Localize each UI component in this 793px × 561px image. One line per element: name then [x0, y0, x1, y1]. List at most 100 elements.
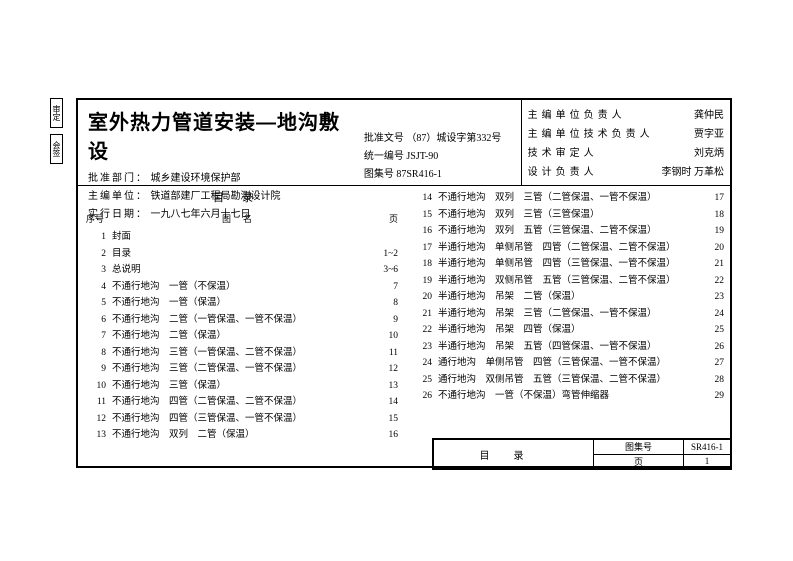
- toc-col-page: 页: [374, 211, 398, 228]
- toc-row-page: 14: [374, 394, 398, 411]
- unified-number: 统一编号 JSJT-90: [364, 148, 517, 166]
- toc-row-title: 不通行地沟 一管（不保温）弯管伸缩器: [438, 388, 700, 405]
- approval-dept-value: 城乡建设环境保护部: [151, 173, 241, 184]
- toc-row: 14不通行地沟 双列 三管（二管保温、一管不保温）17: [412, 190, 724, 207]
- signer-role-3: 设计负责人: [528, 163, 598, 182]
- toc-row-seq: 20: [412, 289, 432, 306]
- toc-row-seq: 8: [86, 345, 106, 362]
- toc-row-title: 通行地沟 单侧吊管 四管（三管保温、一管不保温）: [438, 355, 700, 372]
- signer-row-1: 主编单位技术负责人 贾字亚: [528, 125, 724, 144]
- signer-row-2: 技术审定人 刘克炳: [528, 144, 724, 163]
- signer-row-3: 设计负责人 李钢时 万革松: [528, 163, 724, 182]
- toc-row-page: [374, 229, 398, 246]
- footer-page-value: 1: [684, 455, 730, 469]
- toc-row-page: 8: [374, 295, 398, 312]
- toc-body: 目录 序号 图名 页 1封面2目录1~23总说明3~64不通行地沟 一管（不保温…: [78, 186, 730, 438]
- toc-row: 22半通行地沟 吊架 四管（保温）25: [412, 322, 724, 339]
- toc-row-page: 12: [374, 361, 398, 378]
- toc-row-title: 不通行地沟 双列 三管（二管保温、一管不保温）: [438, 190, 700, 207]
- toc-row: 7不通行地沟 二管（保温）10: [86, 328, 398, 345]
- toc-row-page: 25: [700, 322, 724, 339]
- toc-row-page: 24: [700, 306, 724, 323]
- toc-row: 17半通行地沟 单侧吊管 四管（二管保温、二管不保温）20: [412, 240, 724, 257]
- toc-row-title: 不通行地沟 三管（一管保温、二管不保温）: [112, 345, 374, 362]
- toc-row-page: 27: [700, 355, 724, 372]
- toc-row: 21半通行地沟 吊架 三管（二管保温、一管不保温）24: [412, 306, 724, 323]
- toc-rows-2: 14不通行地沟 双列 三管（二管保温、一管不保温）1715不通行地沟 双列 三管…: [412, 190, 724, 405]
- toc-row-page: 3~6: [374, 262, 398, 279]
- toc-row-page: 1~2: [374, 246, 398, 263]
- toc-row: 4不通行地沟 一管（不保温）7: [86, 279, 398, 296]
- drawing-frame: 室外热力管道安装—地沟敷设 批准部门： 城乡建设环境保护部 主编单位： 铁道部建…: [76, 98, 732, 468]
- toc-row: 11不通行地沟 四管（二管保温、二管不保温）14: [86, 394, 398, 411]
- toc-row-title: 不通行地沟 三管（保温）: [112, 378, 374, 395]
- toc-row-seq: 14: [412, 190, 432, 207]
- signer-role-2: 技术审定人: [528, 144, 598, 163]
- signer-role-1: 主编单位技术负责人: [528, 125, 654, 144]
- toc-heading: 目录: [86, 190, 398, 207]
- toc-row-page: 20: [700, 240, 724, 257]
- toc-row-page: 13: [374, 378, 398, 395]
- toc-row-seq: 23: [412, 339, 432, 356]
- toc-rows-1: 1封面2目录1~23总说明3~64不通行地沟 一管（不保温）75不通行地沟 一管…: [86, 229, 398, 438]
- toc-row-seq: 6: [86, 312, 106, 329]
- footer-page-label: 页: [594, 455, 683, 469]
- toc-row-seq: 13: [86, 427, 106, 438]
- toc-subhead: 序号 图名 页: [86, 211, 398, 228]
- toc-row-page: 11: [374, 345, 398, 362]
- toc-row-page: 29: [700, 388, 724, 405]
- toc-row-page: 23: [700, 289, 724, 306]
- toc-row-page: 26: [700, 339, 724, 356]
- docno-label: 批准文号: [364, 133, 404, 144]
- signer-row-0: 主编单位负责人 龚仲民: [528, 106, 724, 125]
- toc-row: 24 通行地沟 单侧吊管 四管（三管保温、一管不保温）27: [412, 355, 724, 372]
- footer-stamp: 目录 图集号 页 SR416-1 1: [432, 438, 732, 470]
- toc-row: 15不通行地沟 双列 三管（三管保温）18: [412, 207, 724, 224]
- approval-docno: 批准文号 （87）城设字第332号: [364, 130, 517, 148]
- toc-row-page: 16: [374, 427, 398, 438]
- unif-value: JSJT-90: [406, 151, 438, 162]
- toc-row-title: 半通行地沟 吊架 二管（保温）: [438, 289, 700, 306]
- toc-row-page: 9: [374, 312, 398, 329]
- toc-row-seq: 3: [86, 262, 106, 279]
- album-label: 图集号: [364, 169, 394, 180]
- toc-row-seq: 12: [86, 411, 106, 428]
- toc-row-title: 封面: [112, 229, 374, 246]
- album-number: 图集号 87SR416-1: [364, 166, 517, 184]
- toc-row-seq: 25: [412, 372, 432, 389]
- toc-row-title: 半通行地沟 单侧吊管 四管（三管保温、一管不保温）: [438, 256, 700, 273]
- toc-row-title: 半通行地沟 双侧吊管 五管（三管保温、二管不保温）: [438, 273, 700, 290]
- toc-row-title: 半通行地沟 吊架 五管（四管保温、一管不保温）: [438, 339, 700, 356]
- unif-label: 统一编号: [364, 151, 404, 162]
- title-block: 室外热力管道安装—地沟敷设 批准部门： 城乡建设环境保护部 主编单位： 铁道部建…: [78, 100, 730, 186]
- signer-name-1: 贾字亚: [694, 125, 724, 144]
- toc-row-title: 不通行地沟 一管（保温）: [112, 295, 374, 312]
- toc-row-title: 不通行地沟 二管（保温）: [112, 328, 374, 345]
- side-tab-2: 会签: [50, 134, 63, 164]
- toc-row: 1 封面: [86, 229, 398, 246]
- footer-album: 图集号 页: [594, 440, 684, 468]
- toc-row: 23 半通行地沟 吊架 五管（四管保温、一管不保温）26: [412, 339, 724, 356]
- toc-row-seq: 1: [86, 229, 106, 246]
- toc-row-seq: 24: [412, 355, 432, 372]
- toc-row-seq: 16: [412, 223, 432, 240]
- toc-row-seq: 22: [412, 322, 432, 339]
- toc-row-title: 不通行地沟 三管（二管保温、一管不保温）: [112, 361, 374, 378]
- toc-row: 2目录1~2: [86, 246, 398, 263]
- title-block-left: 室外热力管道安装—地沟敷设 批准部门： 城乡建设环境保护部 主编单位： 铁道部建…: [78, 100, 360, 185]
- toc-row-title: 不通行地沟 双列 五管（三管保温、二管不保温）: [438, 223, 700, 240]
- toc-row: 6不通行地沟 二管（一管保温、一管不保温）9: [86, 312, 398, 329]
- toc-row-title: 不通行地沟 四管（二管保温、二管不保温）: [112, 394, 374, 411]
- toc-row-page: 15: [374, 411, 398, 428]
- toc-row: 25通行地沟 双侧吊管 五管（三管保温、二管不保温）28: [412, 372, 724, 389]
- toc-row: 18半通行地沟 单侧吊管 四管（三管保温、一管不保温）21: [412, 256, 724, 273]
- title-block-mid: 批准文号 （87）城设字第332号 统一编号 JSJT-90 图集号 87SR4…: [360, 100, 521, 185]
- toc-row-seq: 9: [86, 361, 106, 378]
- album-value: 87SR416-1: [396, 169, 442, 180]
- toc-row-title: 不通行地沟 双列 三管（三管保温）: [438, 207, 700, 224]
- toc-row: 26不通行地沟 一管（不保温）弯管伸缩器29: [412, 388, 724, 405]
- toc-row: 20 半通行地沟 吊架 二管（保温）23: [412, 289, 724, 306]
- toc-row-seq: 15: [412, 207, 432, 224]
- toc-column-2: 14不通行地沟 双列 三管（二管保温、一管不保温）1715不通行地沟 双列 三管…: [404, 186, 730, 438]
- toc-row-page: 7: [374, 279, 398, 296]
